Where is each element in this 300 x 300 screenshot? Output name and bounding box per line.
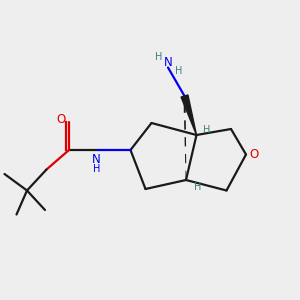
Text: H: H	[175, 65, 182, 76]
Polygon shape	[181, 95, 196, 135]
Text: N: N	[92, 153, 101, 166]
Text: H: H	[93, 164, 100, 174]
Text: H: H	[194, 182, 201, 192]
Text: H: H	[203, 124, 211, 135]
Text: N: N	[164, 56, 173, 70]
Text: O: O	[250, 148, 259, 161]
Text: H: H	[155, 52, 163, 62]
Text: O: O	[56, 112, 65, 126]
